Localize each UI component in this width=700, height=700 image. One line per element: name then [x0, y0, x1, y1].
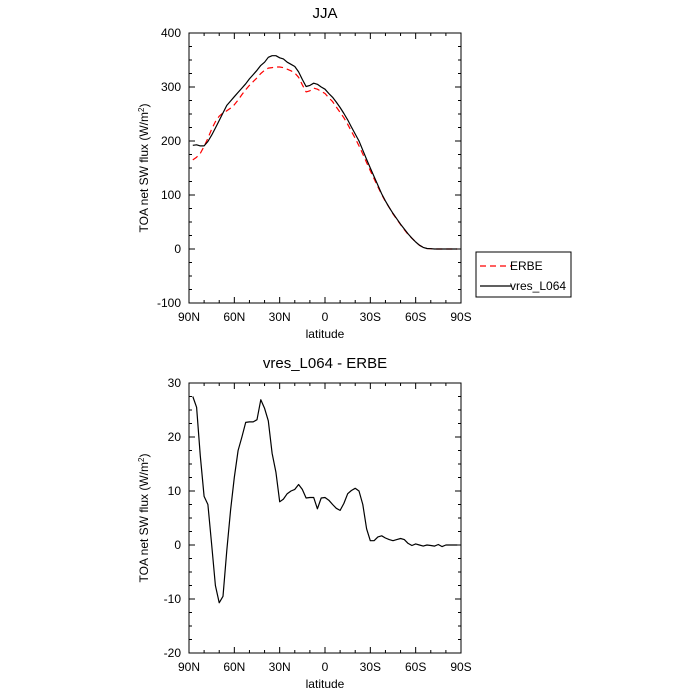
- y-axis-label-close: ): [137, 454, 151, 458]
- x-tick-label: 60S: [405, 310, 426, 324]
- series-line-diff-0: [192, 396, 458, 604]
- y-tick-label: -10: [164, 592, 182, 606]
- y-tick-label: 30: [168, 376, 182, 390]
- x-tick-label: 60N: [223, 660, 245, 674]
- x-tick-label: 90S: [450, 310, 471, 324]
- x-tick-label: 90S: [450, 660, 471, 674]
- y-tick-label: 20: [168, 430, 182, 444]
- x-tick-label: 30N: [269, 310, 291, 324]
- x-tick-label: 30S: [360, 310, 381, 324]
- chart-panel-1: 90N 60N 30N 0 30S 60S 90S -100 0 100 200 300 400 JJA l…: [137, 5, 572, 341]
- y-axis-label-close: ): [137, 104, 151, 108]
- x-tick-label: 30N: [269, 660, 291, 674]
- x-tick-label: 0: [322, 660, 329, 674]
- plot-frame: [188, 32, 462, 304]
- y-tick-label: 10: [168, 484, 182, 498]
- y-tick-label: -20: [164, 646, 182, 660]
- legend-box: [475, 251, 572, 298]
- chart-panel-2: 90N 60N 30N 0 30S 60S 90S -20 -10 0 10 20 30 vres_L06…: [137, 355, 472, 691]
- y-tick-label: 400: [161, 26, 181, 40]
- y-axis-label-main: TOA net SW flux (W/m: [137, 112, 151, 232]
- legend: ERBE vres_L064: [475, 251, 572, 298]
- y-tick-label: 300: [161, 80, 181, 94]
- y-axis-label-main: TOA net SW flux (W/m: [137, 462, 151, 582]
- x-tick-label: 30S: [360, 660, 381, 674]
- series-line-vres-l064: [192, 55, 458, 250]
- y-tick-label: 100: [161, 188, 181, 202]
- x-tick-label: 90N: [178, 660, 200, 674]
- series-line-erbe: [192, 66, 458, 250]
- y-axis-label-superscript: 2: [137, 107, 146, 112]
- y-axis-label: TOA net SW flux (W/m2): [137, 454, 152, 583]
- x-tick-label: 0: [322, 310, 329, 324]
- y-tick-label: 200: [161, 134, 181, 148]
- y-axis-label: TOA net SW flux (W/m2): [137, 104, 152, 233]
- x-axis-label: latitude: [306, 327, 345, 341]
- x-tick-label: 90N: [178, 310, 200, 324]
- chart-title: vres_L064 - ERBE: [263, 355, 387, 372]
- y-tick-label: 0: [174, 538, 181, 552]
- y-tick-label: -100: [157, 296, 181, 310]
- chart-title: JJA: [312, 5, 337, 22]
- legend-label: vres_L064: [510, 279, 566, 293]
- x-axis-label: latitude: [306, 677, 345, 691]
- y-tick-label: 0: [174, 242, 181, 256]
- x-tick-label: 60N: [223, 310, 245, 324]
- legend-label: ERBE: [510, 259, 543, 273]
- y-axis-label-superscript: 2: [137, 457, 146, 462]
- x-tick-label: 60S: [405, 660, 426, 674]
